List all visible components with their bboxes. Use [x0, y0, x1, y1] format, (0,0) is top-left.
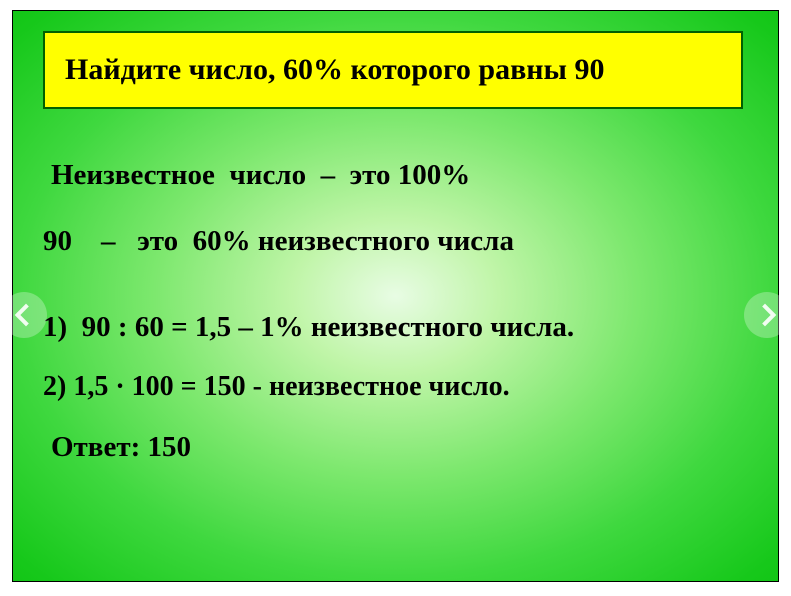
chevron-right-icon [754, 304, 777, 327]
chevron-left-icon [15, 304, 38, 327]
step-line-1: 1) 90 : 60 = 1,5 – 1% неизвестного числа… [43, 311, 748, 344]
statement-line-1: Неизвестное число – это 100% [51, 159, 748, 192]
answer-line: Ответ: 150 [51, 431, 748, 464]
next-slide-button[interactable] [744, 292, 790, 338]
step-line-2: 2) 1,5 · 100 = 150 - неизвестное число. [43, 371, 748, 403]
problem-title-text: Найдите число, 60% которого равны 90 [65, 53, 604, 87]
problem-title-box: Найдите число, 60% которого равны 90 [43, 31, 743, 109]
statement-line-2: 90 – это 60% неизвестного числа [43, 225, 748, 258]
prev-slide-button[interactable] [1, 292, 47, 338]
slide-viewport: Найдите число, 60% которого равны 90 Неи… [0, 0, 791, 596]
slide-body: Найдите число, 60% которого равны 90 Неи… [12, 10, 779, 582]
